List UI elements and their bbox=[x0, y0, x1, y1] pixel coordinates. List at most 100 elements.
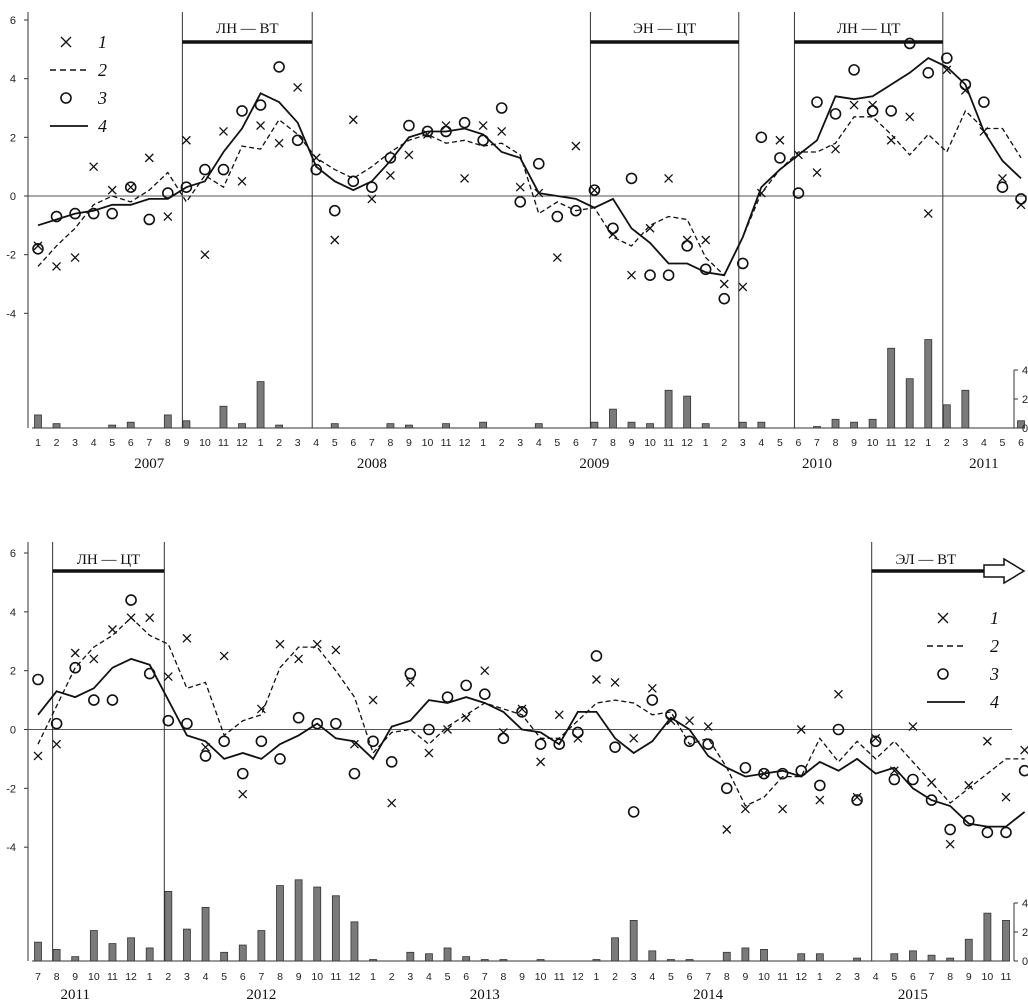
bar bbox=[831, 418, 840, 429]
month-label: 3 bbox=[184, 971, 190, 983]
series-3-point bbox=[478, 688, 491, 701]
bar bbox=[425, 953, 433, 962]
bar bbox=[667, 959, 675, 962]
series-3-point bbox=[869, 735, 882, 748]
series-1-point bbox=[424, 748, 434, 758]
bar bbox=[126, 421, 135, 429]
bar bbox=[257, 930, 266, 962]
series-1-point bbox=[52, 261, 62, 271]
series-3-point bbox=[662, 269, 675, 282]
month-label: 3 bbox=[631, 971, 637, 983]
series-3-point bbox=[199, 163, 211, 176]
bar bbox=[182, 420, 191, 429]
legend-label: 2 bbox=[990, 636, 999, 656]
series-1-point bbox=[498, 727, 508, 737]
month-label: 11 bbox=[330, 971, 341, 983]
series-1-point bbox=[385, 171, 395, 180]
series-3-point bbox=[385, 756, 398, 768]
series-1-point bbox=[33, 241, 43, 251]
bar bbox=[34, 414, 42, 429]
bar bbox=[813, 426, 821, 429]
month-label: 2 bbox=[612, 971, 618, 983]
series-1-point bbox=[834, 689, 843, 699]
month-label: 4 bbox=[203, 971, 209, 983]
year-label: 2007 bbox=[134, 456, 165, 472]
month-label: 7 bbox=[814, 437, 820, 449]
month-label: 1 bbox=[817, 971, 823, 983]
bar-tick-label: 0 bbox=[1022, 956, 1028, 968]
series-3-point bbox=[106, 694, 119, 706]
month-label: 4 bbox=[649, 971, 655, 983]
bar bbox=[52, 423, 61, 429]
month-label: 7 bbox=[35, 971, 41, 983]
series-1-point bbox=[70, 648, 80, 658]
month-label: 1 bbox=[370, 971, 376, 983]
series-3-point bbox=[811, 96, 823, 108]
series-1-point bbox=[1016, 200, 1026, 210]
series-1-point bbox=[719, 279, 729, 289]
series-1-point bbox=[685, 716, 694, 726]
series-1-point bbox=[219, 651, 229, 661]
series-3-point bbox=[87, 207, 100, 220]
month-label: 8 bbox=[387, 437, 393, 449]
series-3-point bbox=[199, 750, 212, 762]
month-label: 12 bbox=[572, 971, 584, 983]
series-3-point bbox=[739, 761, 752, 774]
series-3-point bbox=[866, 105, 879, 117]
legend-marker-circle bbox=[60, 92, 72, 104]
series-1-point bbox=[237, 176, 247, 186]
month-label: 5 bbox=[109, 437, 115, 449]
bar bbox=[34, 941, 42, 962]
period-label: ЛН — ЦТ bbox=[837, 21, 901, 37]
bar bbox=[853, 957, 861, 962]
y-tick-label: 4 bbox=[10, 607, 16, 619]
y-tick-label: 6 bbox=[10, 548, 16, 560]
bar bbox=[611, 937, 619, 962]
series-3-point bbox=[570, 204, 582, 217]
series-1-point bbox=[908, 722, 918, 732]
month-label: 3 bbox=[72, 437, 78, 449]
series-1-point bbox=[536, 757, 546, 767]
series-1-point bbox=[589, 185, 599, 195]
month-label: 2 bbox=[721, 437, 727, 449]
series-3-point bbox=[681, 240, 693, 252]
month-label: 6 bbox=[687, 971, 693, 983]
series-3-point bbox=[458, 116, 471, 129]
month-label: 12 bbox=[904, 437, 916, 449]
month-label: 11 bbox=[218, 437, 229, 449]
y-tick-label: -2 bbox=[6, 783, 16, 795]
series-1-point bbox=[238, 789, 248, 799]
series-3-point bbox=[888, 773, 901, 786]
month-label: 2 bbox=[836, 971, 842, 983]
series-1-point bbox=[554, 710, 564, 720]
month-label: 6 bbox=[796, 437, 802, 449]
series-1-point bbox=[945, 839, 955, 849]
series-3-point bbox=[944, 823, 956, 836]
month-label: 4 bbox=[91, 437, 97, 449]
bar bbox=[163, 414, 172, 429]
series-3-point bbox=[903, 37, 916, 50]
bar-tick-label: 0 bbox=[1022, 423, 1028, 435]
series-1-point bbox=[275, 639, 285, 649]
series-1-point bbox=[627, 270, 636, 280]
bar bbox=[629, 920, 638, 962]
bar bbox=[405, 424, 413, 429]
month-label: 1 bbox=[480, 437, 486, 449]
month-label: 1 bbox=[35, 437, 41, 449]
series-1-point bbox=[778, 804, 788, 814]
y-tick-label: -2 bbox=[6, 250, 16, 262]
series-1-point bbox=[868, 100, 878, 110]
year-label: 2015 bbox=[898, 987, 928, 1003]
series-1-point bbox=[812, 168, 822, 177]
legend-label: 2 bbox=[98, 60, 107, 80]
series-3-point bbox=[1015, 193, 1027, 205]
month-label: 8 bbox=[54, 971, 60, 983]
legend-label: 4 bbox=[990, 692, 999, 712]
series-3-point bbox=[646, 694, 659, 706]
series-3-point bbox=[532, 157, 545, 170]
series-3-point bbox=[925, 794, 938, 806]
bar bbox=[238, 944, 247, 962]
series-3-point bbox=[851, 794, 863, 806]
series-3-point bbox=[774, 152, 786, 164]
series-3-point bbox=[665, 708, 677, 721]
